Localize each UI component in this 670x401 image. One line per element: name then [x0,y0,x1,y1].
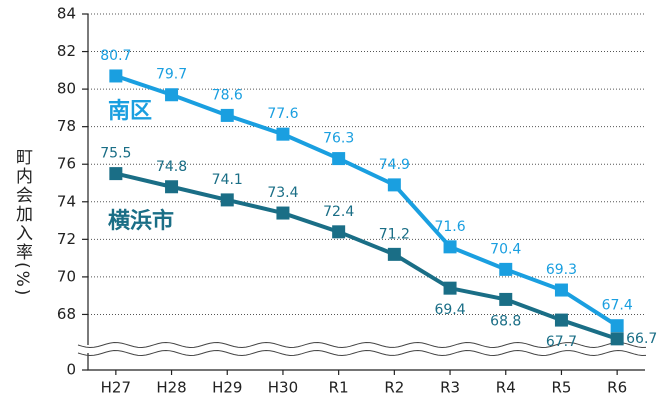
series-line [115,74,619,328]
data-label: 69.3 [546,262,577,278]
axis-break [77,341,647,349]
marker [387,247,401,261]
data-label: 71.6 [434,219,465,235]
marker [165,180,179,194]
marker [220,193,234,207]
data-label: 67.4 [602,298,633,314]
y-tick-label: 84 [57,5,76,23]
marker [554,283,568,297]
data-label: 70.4 [490,241,521,257]
y-tick-label: 78 [57,117,76,135]
data-label: 77.6 [267,106,298,122]
data-label: 72.4 [323,204,354,220]
marker [332,152,346,166]
x-tick-label: H30 [268,379,298,397]
marker [276,127,290,141]
y-tick-label: 72 [57,230,76,248]
marker [499,292,513,306]
x-tick-label: R6 [607,379,627,397]
axis-break [77,349,647,357]
marker [443,281,457,295]
series-name: 南区 [108,99,152,124]
y-tick-label: 80 [57,80,76,98]
x-tick-label: R2 [384,379,404,397]
series-name: 横浜市 [108,208,174,234]
marker [610,319,624,333]
y-tick-label: 76 [57,155,76,173]
x-tick-label: H27 [101,379,131,397]
data-label: 74.1 [212,172,243,188]
data-label: 71.2 [379,226,410,242]
marker [499,262,513,276]
y-axis-label: 町内会加入率(%) [12,148,33,297]
marker [276,206,290,220]
data-label: 78.6 [212,87,243,103]
y-tick-label: 82 [57,42,76,60]
data-label: 67.7 [546,334,577,350]
y-tick-label: 70 [57,267,76,285]
data-label: 74.9 [379,157,410,173]
x-tick-label: R5 [551,379,571,397]
marker [443,240,457,254]
data-label: 68.8 [490,313,521,329]
x-tick-label: H28 [156,379,186,397]
data-label: 79.7 [156,67,187,83]
marker [220,108,234,122]
y-tick-label: 74 [57,192,76,210]
axis-break-gap [78,345,649,353]
y-tick-label: 0 [66,361,76,379]
x-tick-label: H29 [212,379,242,397]
data-label: 66.7 [626,331,657,347]
data-label: 73.4 [267,185,298,201]
data-label: 76.3 [323,131,354,147]
marker [554,313,568,327]
marker [165,88,179,102]
data-label: 69.4 [434,302,465,318]
series-line [115,171,618,341]
marker [109,167,123,181]
marker [332,225,346,239]
x-tick-label: R4 [496,379,516,397]
x-tick-label: R3 [440,379,460,397]
x-tick-label: R1 [329,379,349,397]
marker [387,178,401,192]
marker [109,69,123,83]
data-label: 74.8 [156,159,187,175]
data-label: 80.7 [100,48,131,64]
data-label: 75.5 [100,146,131,162]
marker [610,332,624,346]
y-tick-label: 68 [57,305,76,323]
